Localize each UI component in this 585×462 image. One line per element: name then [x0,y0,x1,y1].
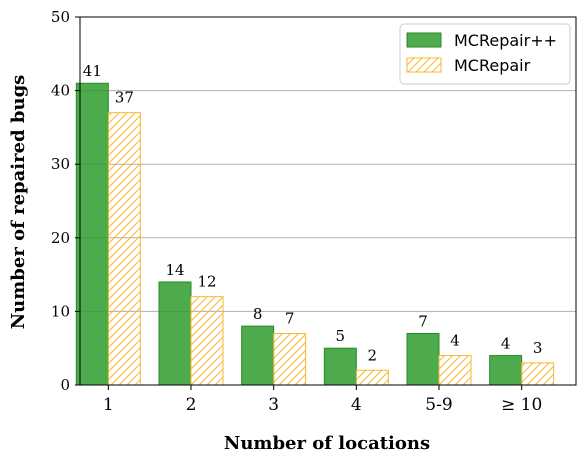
data-labels: 41 37 14 12 8 7 5 2 7 4 4 3 [83,62,543,364]
bar-mcrepair-plus [241,325,275,386]
data-label-mcrepair-plus: 14 [165,261,184,279]
legend-box [399,23,571,85]
y-tick-label: 0 [60,376,70,394]
legend-label: MCRepair++ [454,31,557,50]
x-tick-label: 2 [186,395,197,415]
x-tick-label: 5-9 [425,395,452,415]
legend-swatch [406,57,442,73]
data-label-mcrepair-plus: 41 [83,62,102,80]
bar-mcrepair-plus [489,355,523,386]
bar-mcrepair [273,332,307,386]
x-tick-label: 3 [268,395,279,415]
plot-frame [79,16,577,386]
legend: MCRepair++ MCRepair [399,23,571,85]
data-label-mcrepair: 3 [533,339,543,357]
bar-mcrepair [190,296,224,386]
y-tick-label: 50 [51,8,70,26]
bar-mcrepair [438,355,472,386]
data-label-mcrepair: 4 [450,332,460,350]
x-tick-label: ≥ 10 [501,395,542,415]
data-label-mcrepair-plus: 7 [418,312,428,330]
bar-mcrepair-plus [406,332,440,386]
bars [75,82,555,386]
bar-mcrepair [521,362,555,386]
data-label-mcrepair-plus: 4 [501,335,511,353]
x-axis-title: Number of locations [224,433,430,454]
y-tick-label: 30 [51,155,70,173]
data-label-mcrepair: 2 [368,346,378,364]
bar-mcrepair [355,369,389,386]
data-label-mcrepair: 7 [285,309,295,327]
legend-swatch [406,32,442,48]
y-axis-title: Number of repaired bugs [8,75,29,330]
y-tick-label: 10 [51,302,70,320]
y-tick-label: 20 [51,229,70,247]
bar-mcrepair-plus [158,281,192,386]
bar-mcrepair [107,112,141,386]
legend-label: MCRepair [454,56,531,75]
data-label-mcrepair-plus: 8 [253,305,263,323]
y-tick-label: 40 [51,82,70,100]
grid-lines [80,90,576,312]
x-tick-label: 4 [351,395,362,415]
data-label-mcrepair: 12 [197,273,216,291]
data-label-mcrepair: 37 [115,89,134,107]
bar-mcrepair-plus [75,82,109,386]
data-label-mcrepair-plus: 5 [336,327,346,345]
x-tick-label: 1 [103,395,114,415]
bar-mcrepair-plus [323,347,357,386]
